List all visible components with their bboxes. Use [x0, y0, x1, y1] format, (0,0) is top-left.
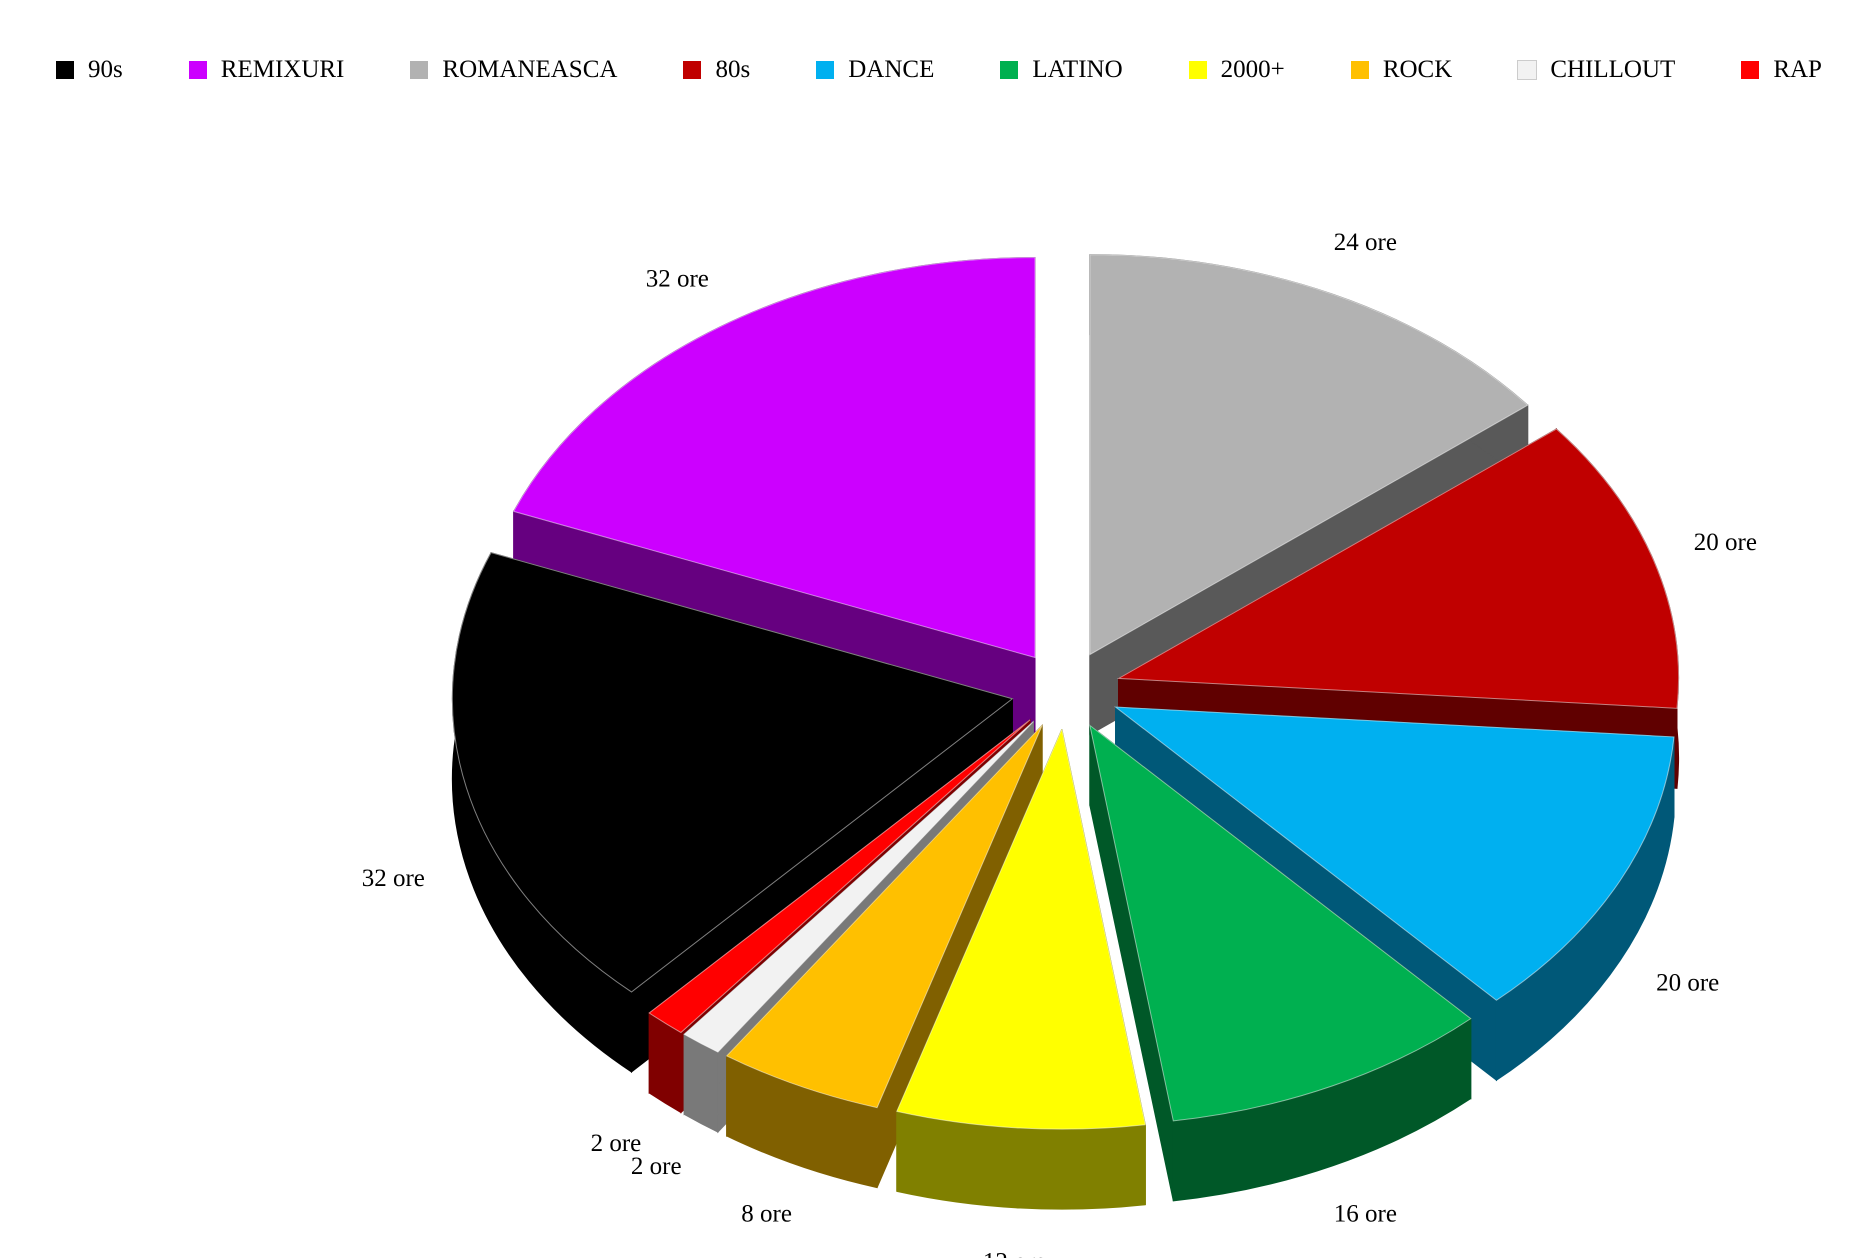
data-label: 32 ore — [362, 865, 425, 892]
legend-swatch — [410, 61, 429, 79]
legend-label: DANCE — [848, 56, 935, 83]
legend-label: 90s — [88, 56, 123, 83]
legend-item: 80s — [683, 56, 750, 84]
legend-item: LATINO — [1000, 56, 1123, 84]
legend-item: DANCE — [816, 56, 934, 84]
data-label: 2 ore — [591, 1130, 642, 1157]
legend-item: ROCK — [1350, 56, 1453, 84]
legend-label: LATINO — [1032, 56, 1123, 83]
legend-swatch — [56, 61, 74, 79]
legend-label: ROMANEASCA — [442, 56, 618, 83]
data-label: 20 ore — [1656, 970, 1719, 997]
legend: 90s REMIXURI ROMANEASCA 80s DANCE LATINO 2000+… — [56, 56, 1822, 84]
slice-top — [896, 727, 1146, 1130]
legend-item: 90s — [56, 56, 123, 84]
legend-swatch — [1741, 61, 1760, 79]
legend-swatch — [1000, 61, 1019, 79]
legend-item: 2000+ — [1188, 56, 1285, 84]
slice — [1089, 724, 1472, 1202]
legend-swatch — [188, 61, 207, 79]
legend-swatch — [1350, 61, 1369, 79]
data-label: 8 ore — [741, 1201, 792, 1228]
data-label: 24 ore — [1334, 229, 1397, 256]
slice-top — [648, 719, 1031, 1034]
data-label: 20 ore — [1694, 529, 1757, 556]
slice-top — [451, 552, 1014, 993]
slice-top — [683, 721, 1034, 1053]
legend-swatch — [683, 61, 702, 79]
legend-label: CHILLOUT — [1550, 56, 1676, 83]
legend-label: 2000+ — [1220, 56, 1285, 83]
legend-item: RAP — [1741, 56, 1822, 84]
slice — [896, 727, 1146, 1210]
slice — [725, 724, 1043, 1189]
legend-item: REMIXURI — [188, 56, 345, 84]
legend-label: ROCK — [1382, 56, 1453, 83]
slice-top — [1113, 706, 1675, 1001]
slice-top — [1089, 724, 1472, 1122]
legend-swatch — [1188, 61, 1207, 79]
data-label: 32 ore — [646, 266, 709, 293]
legend-item: CHILLOUT — [1517, 56, 1676, 84]
data-label: 16 ore — [1334, 1201, 1397, 1228]
data-label: 2 ore — [631, 1153, 682, 1180]
legend-swatch — [1517, 60, 1538, 80]
slice-top — [1116, 428, 1680, 709]
data-label: 12 ore — [983, 1248, 1046, 1258]
slice-top — [725, 725, 1043, 1109]
legend-swatch — [816, 61, 835, 79]
slice-top — [512, 257, 1036, 659]
legend-label: 80s — [715, 56, 751, 83]
legend-label: RAP — [1773, 56, 1822, 83]
legend-label: REMIXURI — [220, 56, 345, 83]
slice-top — [1089, 254, 1529, 656]
legend-item: ROMANEASCA — [410, 56, 617, 84]
